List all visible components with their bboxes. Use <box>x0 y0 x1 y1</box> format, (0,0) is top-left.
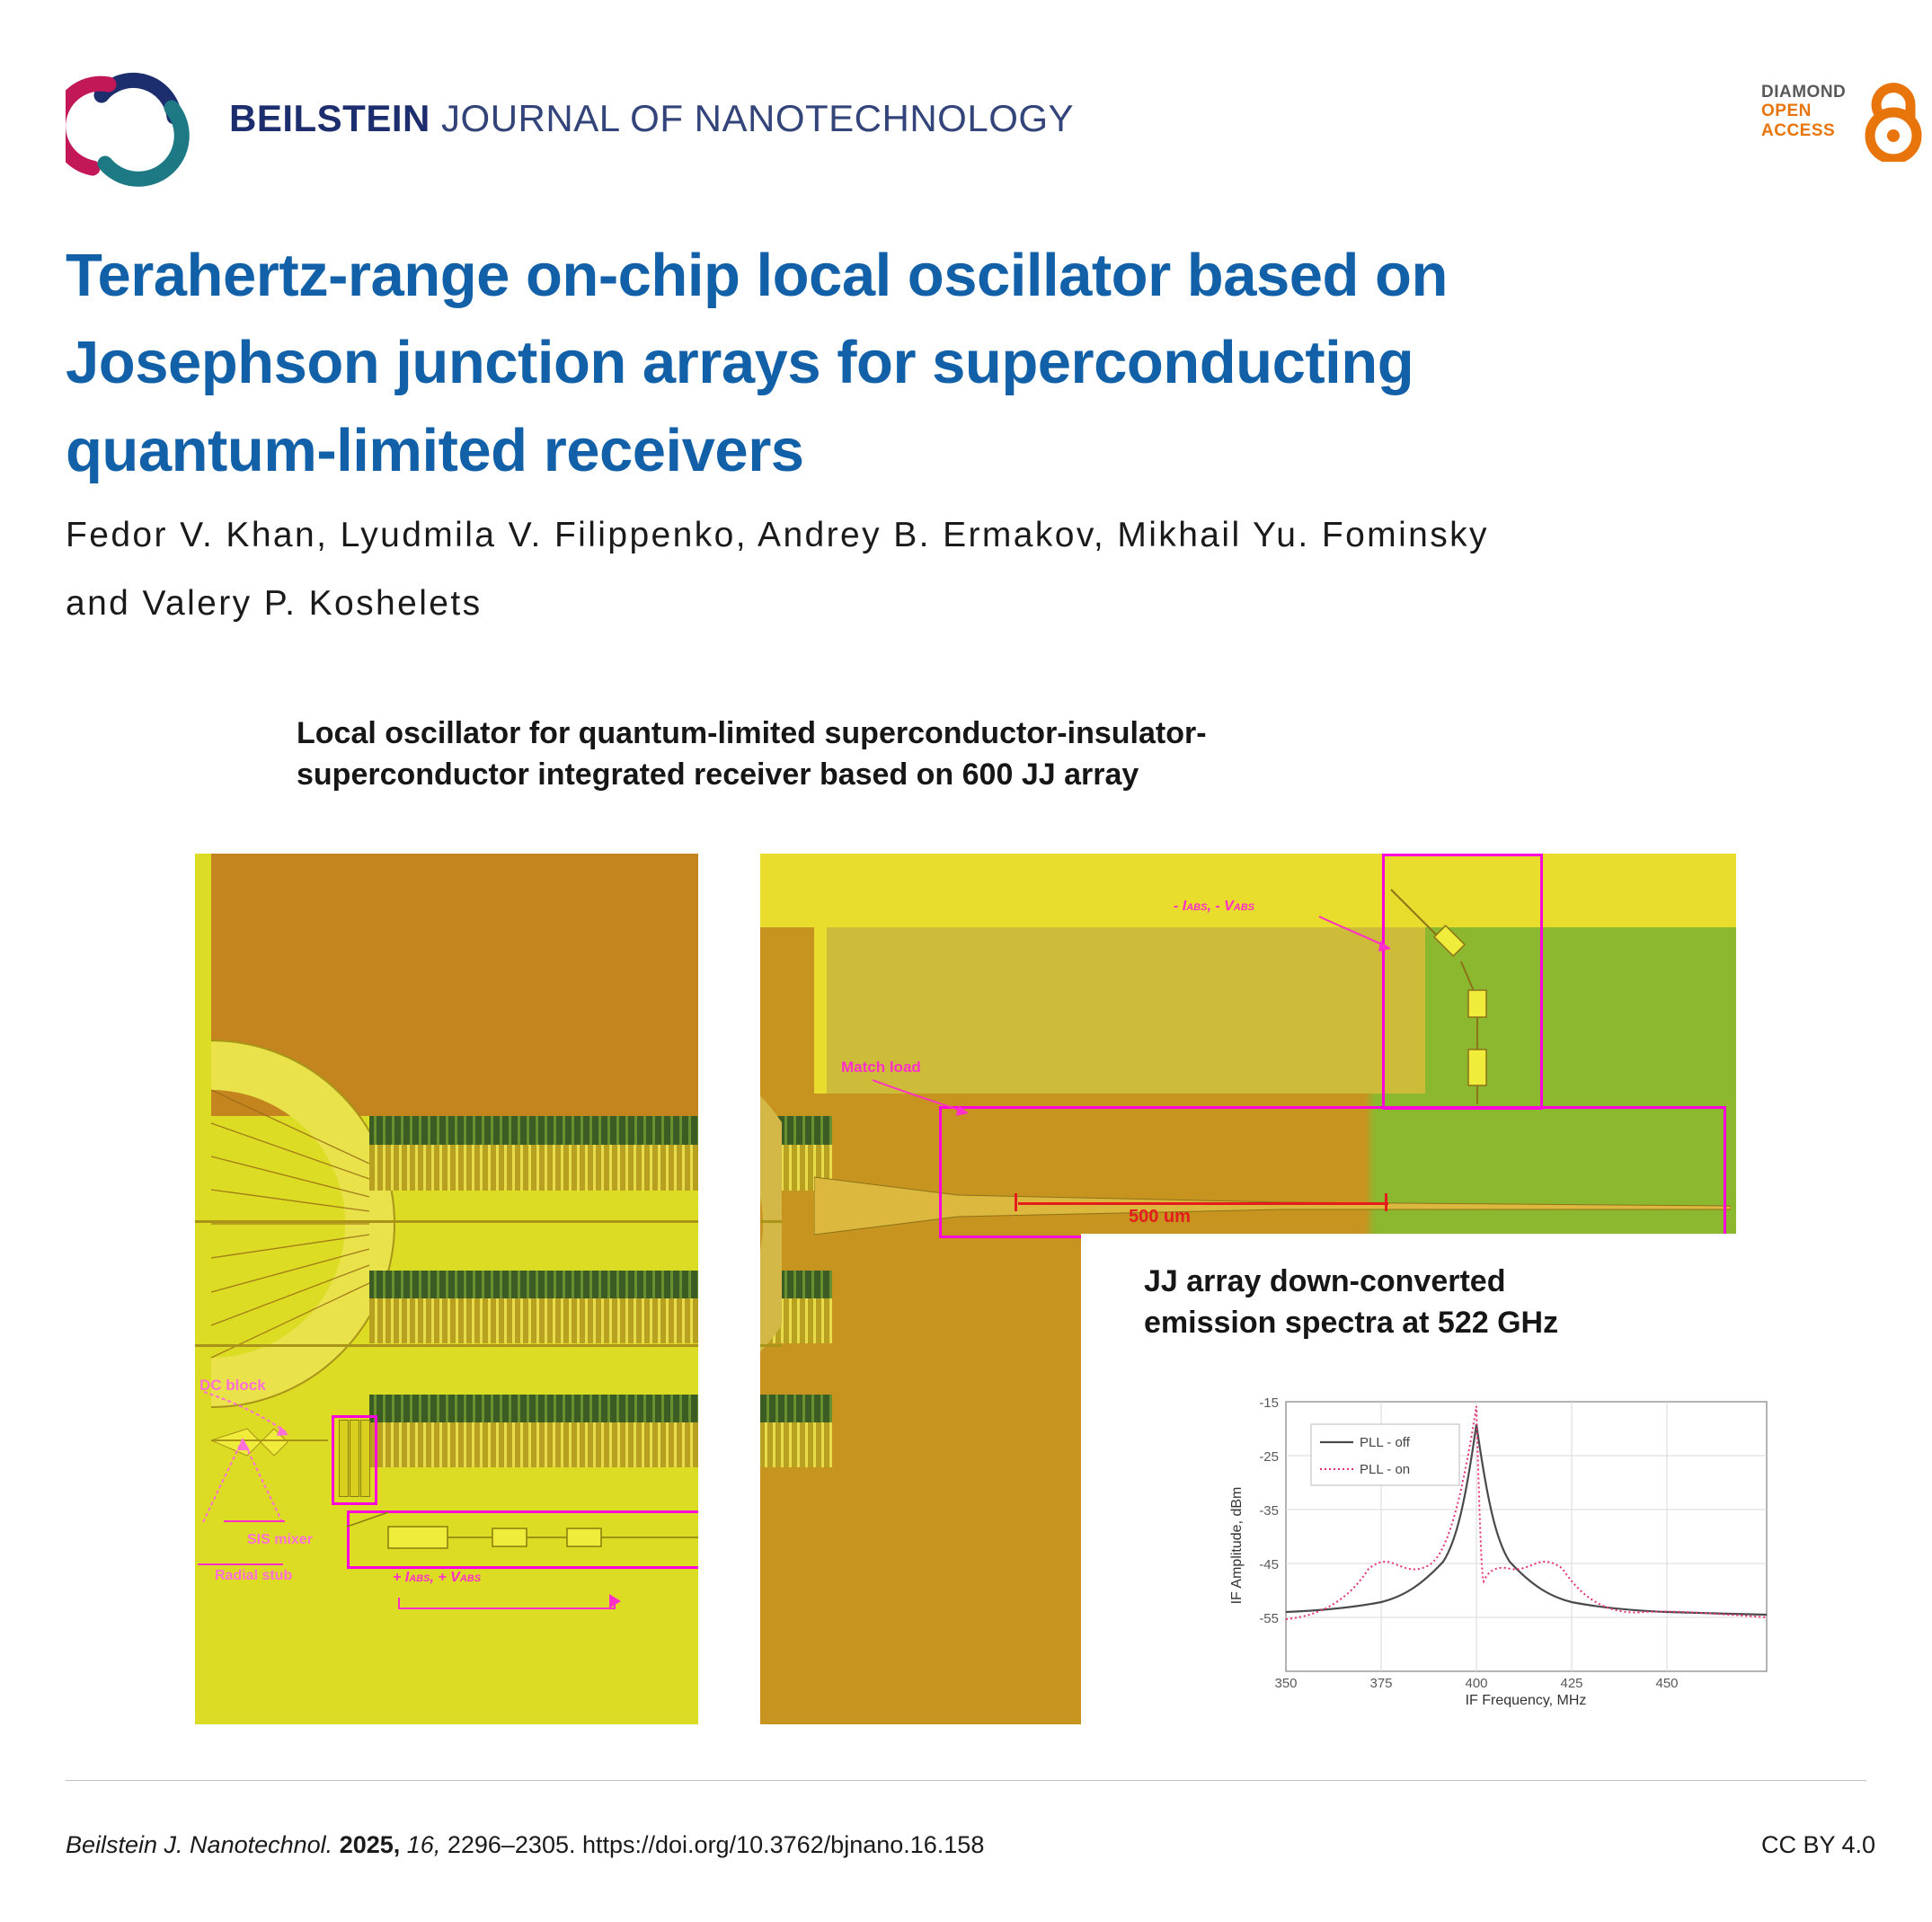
svg-text:-35: -35 <box>1259 1503 1279 1519</box>
svg-text:PLL - off: PLL - off <box>1360 1435 1411 1450</box>
svg-text:IF Frequency, MHz: IF Frequency, MHz <box>1466 1693 1587 1707</box>
svg-text:-45: -45 <box>1259 1557 1279 1572</box>
svg-text:350: 350 <box>1274 1676 1297 1691</box>
svg-text:450: 450 <box>1655 1676 1678 1691</box>
svg-text:425: 425 <box>1560 1676 1582 1691</box>
svg-text:PLL - on: PLL - on <box>1360 1462 1410 1477</box>
svg-text:-15: -15 <box>1259 1395 1279 1411</box>
svg-text:-25: -25 <box>1259 1449 1279 1465</box>
svg-text:-55: -55 <box>1259 1611 1279 1626</box>
svg-text:400: 400 <box>1465 1676 1487 1691</box>
svg-text:IF Amplitude, dBm: IF Amplitude, dBm <box>1229 1487 1245 1605</box>
svg-text:375: 375 <box>1369 1676 1392 1691</box>
